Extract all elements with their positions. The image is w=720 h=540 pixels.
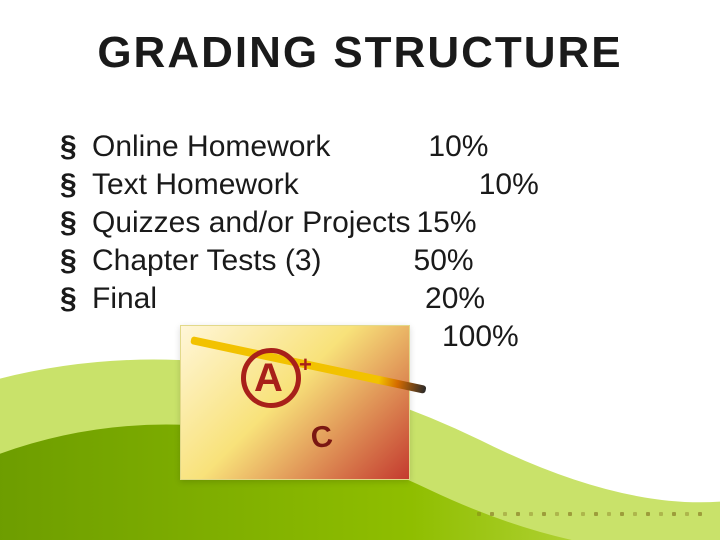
item-percent: 50% <box>414 244 474 278</box>
grading-list: § Online Homework 10% § Text Homework 10… <box>60 130 680 358</box>
item-label: Text Homework <box>92 168 299 202</box>
item-label: Final <box>92 282 157 316</box>
bullet-icon: § <box>60 130 92 164</box>
list-item: § Final 20% <box>60 282 680 316</box>
slide-title: GRADING STRUCTURE <box>0 28 720 78</box>
list-item: § Quizzes and/or Projects 15% <box>60 206 680 240</box>
item-percent: 10% <box>479 168 539 202</box>
grade-plus: + <box>299 352 312 378</box>
item-percent: 15% <box>416 206 476 240</box>
list-item: § Text Homework 10% <box>60 168 680 202</box>
slide: GRADING STRUCTURE § Online Homework 10% … <box>0 0 720 540</box>
grade-letter-a: A <box>254 356 283 401</box>
grade-letter-c: C <box>309 420 335 457</box>
bullet-icon: § <box>60 244 92 278</box>
grade-paper-image: A + C <box>180 325 410 480</box>
list-item: § Online Homework 10% <box>60 130 680 164</box>
item-label: Online Homework <box>92 130 330 164</box>
bullet-icon: § <box>60 206 92 240</box>
item-label: Chapter Tests (3) <box>92 244 322 278</box>
list-item: § Chapter Tests (3) 50% <box>60 244 680 278</box>
item-percent: 10% <box>428 130 488 164</box>
total-percent: 100% <box>442 320 519 354</box>
bullet-icon: § <box>60 282 92 316</box>
decorative-dots <box>477 512 702 516</box>
item-percent: 20% <box>425 282 485 316</box>
bullet-icon: § <box>60 168 92 202</box>
item-label: Quizzes and/or Projects <box>92 206 410 240</box>
